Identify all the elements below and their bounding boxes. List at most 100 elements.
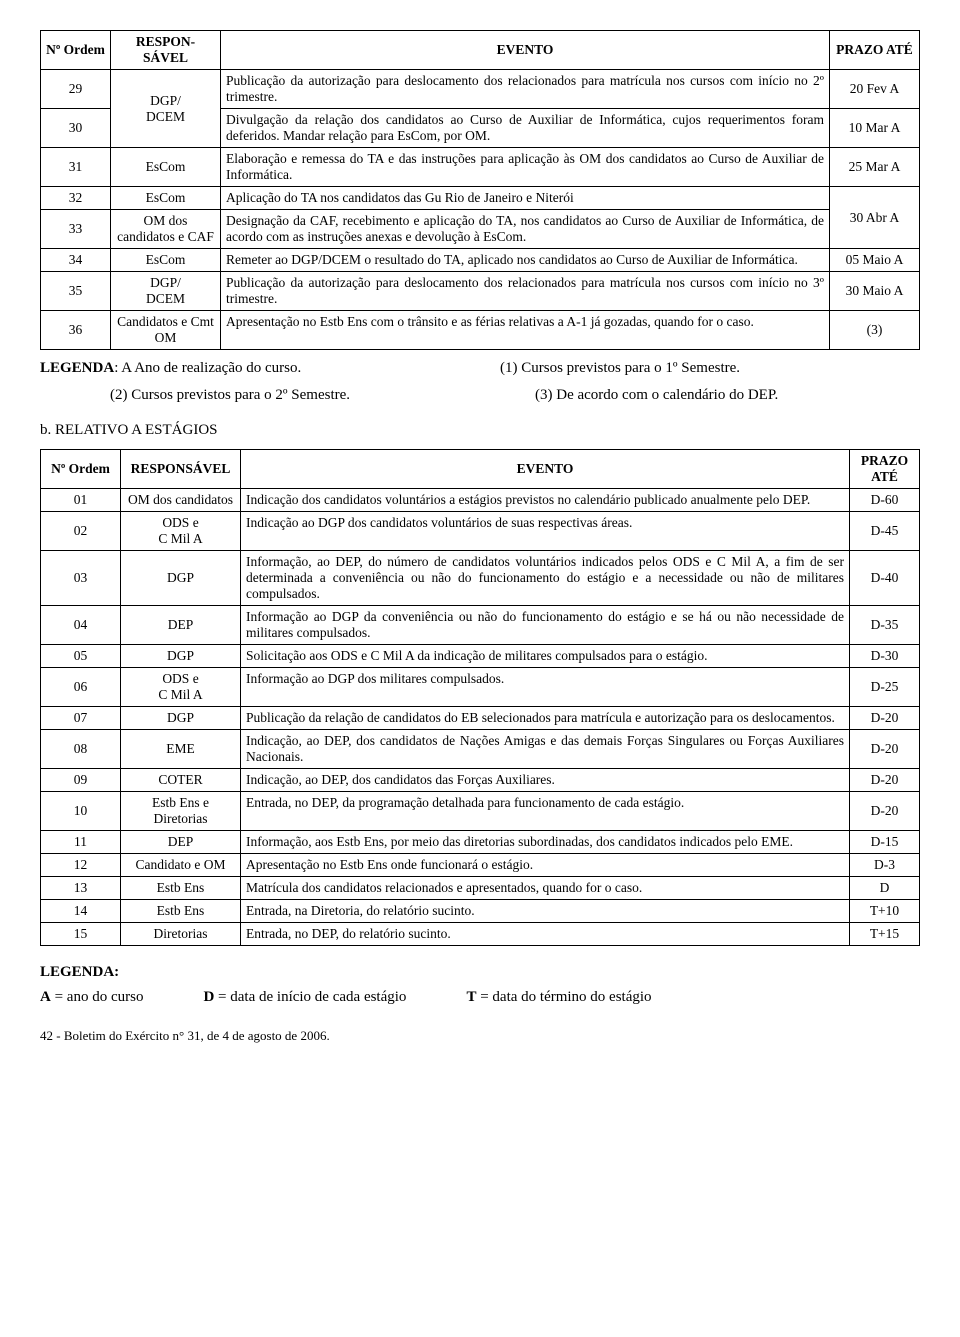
cell-evento: Informação, ao DEP, do número de candida…: [241, 551, 850, 606]
cell-resp: Candidatos e Cmt OM: [111, 311, 221, 350]
def-d-text: = data de início de cada estágio: [214, 989, 406, 1005]
cell-prazo: D-20: [850, 769, 920, 792]
cell-evento: Solicitação aos ODS e C Mil A da indicaç…: [241, 645, 850, 668]
cell-ordem: 30: [41, 109, 111, 148]
cell-evento: Entrada, na Diretoria, do relatório suci…: [241, 900, 850, 923]
cell-prazo: 10 Mar A: [830, 109, 920, 148]
t2-h-resp: RESPONSÁVEL: [121, 450, 241, 489]
t1-h-prazo: PRAZO ATÉ: [830, 31, 920, 70]
cell-ordem: 31: [41, 148, 111, 187]
def-d-bold: D: [203, 989, 214, 1005]
table-row: 06ODS eC Mil AInformação ao DGP dos mili…: [41, 668, 920, 707]
cell-resp: Estb Ens: [121, 877, 241, 900]
cell-resp: Estb Ens e Diretorias: [121, 792, 241, 831]
t2-h-ordem: Nº Ordem: [41, 450, 121, 489]
def-a-text: = ano do curso: [51, 989, 144, 1005]
cell-resp: Estb Ens: [121, 900, 241, 923]
cell-evento: Apresentação no Estb Ens onde funcionará…: [241, 854, 850, 877]
cell-prazo: D-35: [850, 606, 920, 645]
cell-ordem: 04: [41, 606, 121, 645]
cell-resp: DEP: [121, 606, 241, 645]
cell-resp: OM dos candidatos e CAF: [111, 210, 221, 249]
legenda-1-row2: (2) Cursos previstos para o 2º Semestre.…: [40, 387, 920, 404]
cell-resp: DEP: [121, 831, 241, 854]
cell-ordem: 01: [41, 489, 121, 512]
cell-resp: DGP: [121, 707, 241, 730]
table-row: 05DGPSolicitação aos ODS e C Mil A da in…: [41, 645, 920, 668]
legenda-2-title: LEGENDA:: [40, 964, 920, 981]
cell-evento: Indicação, ao DEP, dos candidatos das Fo…: [241, 769, 850, 792]
table-row: 14Estb EnsEntrada, na Diretoria, do rela…: [41, 900, 920, 923]
cell-prazo: D-45: [850, 512, 920, 551]
cell-ordem: 33: [41, 210, 111, 249]
cell-evento: Designação da CAF, recebimento e aplicaç…: [221, 210, 830, 249]
legenda-note-1: (1) Cursos previstos para o 1º Semestre.: [480, 360, 920, 377]
events-table-2: Nº Ordem RESPONSÁVEL EVENTO PRAZO ATÉ 01…: [40, 449, 920, 946]
cell-resp: ODS eC Mil A: [121, 668, 241, 707]
cell-ordem: 07: [41, 707, 121, 730]
cell-prazo: 25 Mar A: [830, 148, 920, 187]
cell-prazo: 05 Maio A: [830, 249, 920, 272]
cell-evento: Informação ao DGP da conveniência ou não…: [241, 606, 850, 645]
cell-resp: OM dos candidatos: [121, 489, 241, 512]
cell-evento: Publicação da relação de candidatos do E…: [241, 707, 850, 730]
cell-ordem: 06: [41, 668, 121, 707]
cell-resp: COTER: [121, 769, 241, 792]
legenda-label: LEGENDA: [40, 360, 114, 376]
cell-resp: ODS eC Mil A: [121, 512, 241, 551]
table-row: 35DGP/DCEMPublicação da autorização para…: [41, 272, 920, 311]
table-row: 09COTERIndicação, ao DEP, dos candidatos…: [41, 769, 920, 792]
cell-ordem: 14: [41, 900, 121, 923]
table-row: 36Candidatos e Cmt OMApresentação no Est…: [41, 311, 920, 350]
cell-evento: Indicação, ao DEP, dos candidatos de Naç…: [241, 730, 850, 769]
cell-evento: Informação ao DGP dos militares compulsa…: [241, 668, 850, 707]
cell-prazo: T+15: [850, 923, 920, 946]
section-b-title: b. RELATIVO A ESTÁGIOS: [40, 422, 920, 439]
cell-ordem: 13: [41, 877, 121, 900]
cell-evento: Indicação ao DGP dos candidatos voluntár…: [241, 512, 850, 551]
table-row: 34EsComRemeter ao DGP/DCEM o resultado d…: [41, 249, 920, 272]
cell-resp: EsCom: [111, 249, 221, 272]
cell-prazo: D: [850, 877, 920, 900]
table-row: 01OM dos candidatosIndicação dos candida…: [41, 489, 920, 512]
cell-ordem: 11: [41, 831, 121, 854]
cell-ordem: 29: [41, 70, 111, 109]
t2-h-prazo: PRAZO ATÉ: [850, 450, 920, 489]
cell-ordem: 15: [41, 923, 121, 946]
table-row: 32EsComAplicação do TA nos candidatos da…: [41, 187, 920, 210]
cell-ordem: 12: [41, 854, 121, 877]
cell-resp: DGP/DCEM: [111, 70, 221, 148]
cell-evento: Matrícula dos candidatos relacionados e …: [241, 877, 850, 900]
table-row: 33OM dos candidatos e CAFDesignação da C…: [41, 210, 920, 249]
def-t-text: = data do término do estágio: [476, 989, 651, 1005]
cell-resp: Candidato e OM: [121, 854, 241, 877]
legenda-note-2: (2) Cursos previstos para o 2º Semestre.: [40, 387, 515, 404]
def-t-bold: T: [466, 989, 476, 1005]
cell-ordem: 08: [41, 730, 121, 769]
table-row: 02ODS eC Mil AIndicação ao DGP dos candi…: [41, 512, 920, 551]
legenda-1-row1: LEGENDA: A Ano de realização do curso. (…: [40, 360, 920, 377]
cell-evento: Entrada, no DEP, do relatório sucinto.: [241, 923, 850, 946]
table-row: 29DGP/DCEMPublicação da autorização para…: [41, 70, 920, 109]
table-row: 12Candidato e OMApresentação no Estb Ens…: [41, 854, 920, 877]
cell-resp: EME: [121, 730, 241, 769]
cell-evento: Apresentação no Estb Ens com o trânsito …: [221, 311, 830, 350]
table-row: 03DGPInformação, ao DEP, do número de ca…: [41, 551, 920, 606]
cell-prazo: D-3: [850, 854, 920, 877]
cell-evento: Divulgação da relação dos candidatos ao …: [221, 109, 830, 148]
cell-evento: Informação, aos Estb Ens, por meio das d…: [241, 831, 850, 854]
def-a-bold: A: [40, 989, 51, 1005]
cell-prazo: D-25: [850, 668, 920, 707]
cell-ordem: 36: [41, 311, 111, 350]
cell-prazo: D-60: [850, 489, 920, 512]
cell-ordem: 02: [41, 512, 121, 551]
cell-prazo: D-15: [850, 831, 920, 854]
cell-resp: DGP/DCEM: [111, 272, 221, 311]
cell-prazo: D-30: [850, 645, 920, 668]
cell-ordem: 34: [41, 249, 111, 272]
table-row: 15DiretoriasEntrada, no DEP, do relatóri…: [41, 923, 920, 946]
cell-prazo: 30 Abr A: [830, 187, 920, 249]
cell-evento: Publicação da autorização para deslocame…: [221, 272, 830, 311]
cell-prazo: D-20: [850, 707, 920, 730]
events-table-1: Nº Ordem RESPON-SÁVEL EVENTO PRAZO ATÉ 2…: [40, 30, 920, 350]
